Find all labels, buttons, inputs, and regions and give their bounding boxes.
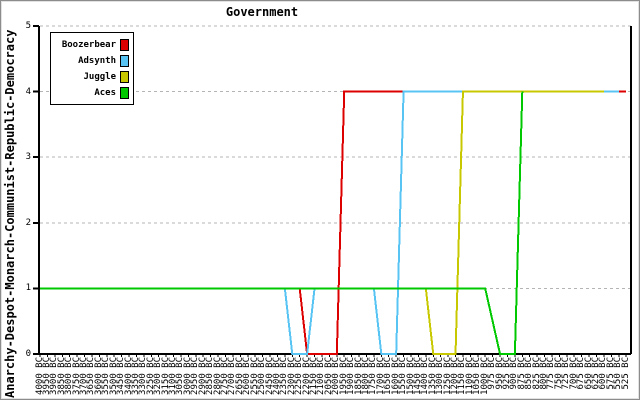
legend-item-adsynth: Adsynth — [53, 53, 129, 69]
y-tick-label: 3 — [25, 152, 31, 163]
legend-label: Adsynth — [78, 55, 116, 66]
legend-color-swatch — [120, 86, 129, 99]
y-tick-label: 0 — [25, 349, 31, 359]
y-tick-label: 4 — [25, 86, 31, 97]
legend: Boozerbear Adsynth Juggle Aces — [50, 32, 134, 105]
legend-color-swatch — [120, 70, 129, 83]
y-tick-label: 5 — [25, 21, 31, 31]
legend-label: Juggle — [83, 71, 116, 82]
legend-color-swatch — [120, 54, 129, 67]
legend-item-boozerbear: Boozerbear — [53, 37, 129, 53]
legend-label: Boozerbear — [61, 39, 116, 50]
legend-item-aces: Aces — [53, 85, 129, 101]
legend-color-swatch — [120, 38, 129, 51]
x-tick-label: 525 BC — [620, 357, 631, 390]
y-tick-label: 1 — [25, 283, 31, 294]
legend-label: Aces — [94, 87, 116, 98]
y-axis-label: Anarchy-Despot-Monarch-Communist-Republi… — [3, 29, 17, 398]
series-line-aces — [40, 91, 524, 355]
chart-title: Government — [225, 5, 299, 19]
legend-item-juggle: Juggle — [53, 69, 129, 85]
y-tick-label: 2 — [25, 217, 31, 228]
